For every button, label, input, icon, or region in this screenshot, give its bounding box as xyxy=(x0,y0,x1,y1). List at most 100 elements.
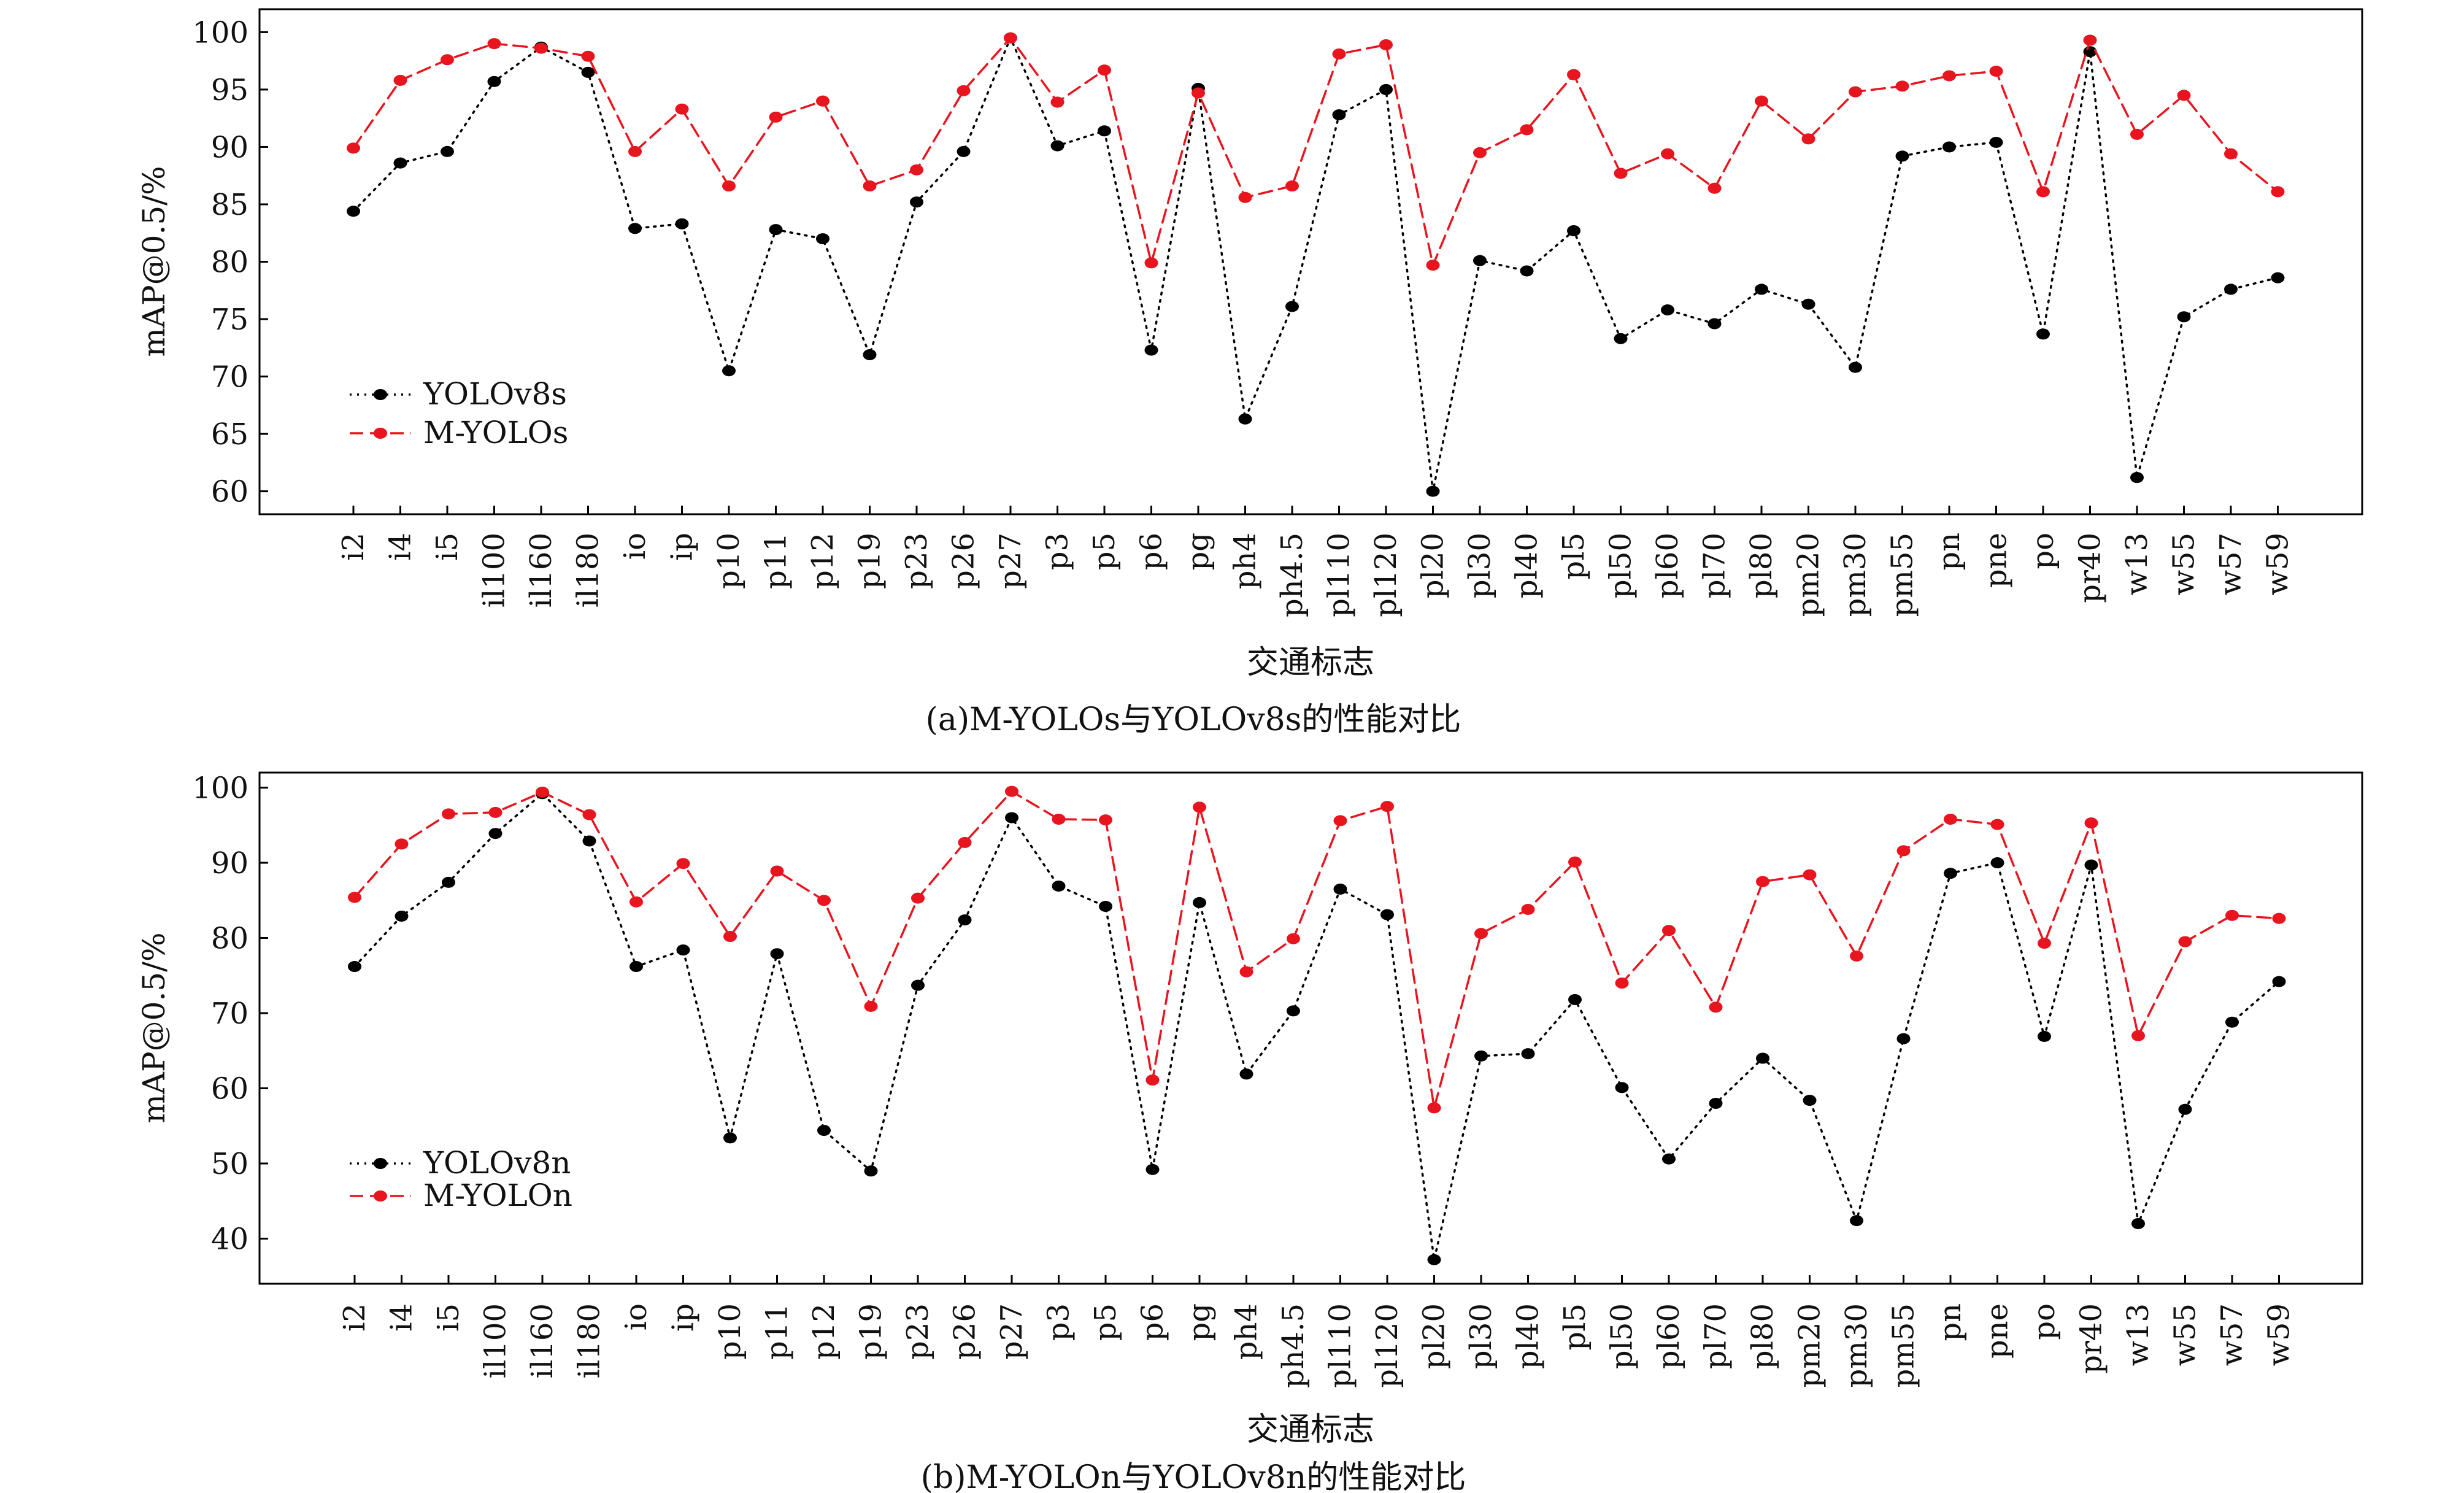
data-point xyxy=(816,233,830,245)
x-tick-label: w57 xyxy=(2215,1303,2249,1366)
data-point xyxy=(581,50,595,62)
data-point xyxy=(1144,344,1158,356)
data-point xyxy=(1332,48,1346,60)
data-point xyxy=(582,809,596,820)
data-point xyxy=(1521,1048,1535,1060)
legend-label: M-YOLOs xyxy=(423,415,568,450)
data-point xyxy=(1333,883,1347,895)
data-point xyxy=(957,145,971,157)
data-point xyxy=(1850,950,1863,962)
data-point xyxy=(863,349,877,361)
data-point xyxy=(1099,814,1112,826)
data-point xyxy=(958,914,972,926)
data-point xyxy=(1661,304,1674,316)
y-tick-label: 70 xyxy=(211,997,248,1031)
data-point xyxy=(1756,1052,1769,1064)
y-axis-label: mAP@0.5/% xyxy=(136,166,172,357)
x-tick-label: w59 xyxy=(2262,1303,2297,1366)
data-point xyxy=(1989,66,2003,77)
data-point xyxy=(817,895,831,906)
data-point xyxy=(1098,125,1111,137)
data-point xyxy=(864,1165,878,1177)
data-point xyxy=(1379,39,1393,50)
data-point xyxy=(1849,86,1862,98)
data-point xyxy=(1990,819,2004,830)
data-point xyxy=(1614,168,1628,179)
x-tick-label: ip xyxy=(665,533,699,561)
legend-swatch-marker xyxy=(374,389,387,400)
data-point xyxy=(770,948,784,960)
series-line-1 xyxy=(352,36,2279,269)
data-point xyxy=(1944,868,1957,879)
x-tick-label: il160 xyxy=(524,533,558,608)
data-point xyxy=(1050,96,1065,108)
chart-caption: (b)M-YOLOn与YOLOv8n的性能对比 xyxy=(921,1459,1466,1493)
data-point xyxy=(911,979,925,991)
x-axis: i2 i4 i5 il100 il160 il180 io ip p10 p11 p12 p19 p23… xyxy=(336,506,2295,617)
data-point xyxy=(1332,109,1346,121)
x-tick-label: i2 xyxy=(336,533,371,561)
data-point xyxy=(1615,978,1629,989)
series-line-0 xyxy=(352,35,2279,492)
data-point xyxy=(1942,141,1956,153)
data-point xyxy=(1052,880,1066,892)
x-tick-label: pl70 xyxy=(1699,1303,1733,1369)
data-point xyxy=(582,835,596,847)
data-point xyxy=(395,838,409,850)
data-point xyxy=(1285,301,1299,312)
x-tick-label: w13 xyxy=(2120,533,2154,595)
data-point xyxy=(1427,1254,1441,1265)
x-tick-label: il160 xyxy=(525,1303,560,1378)
data-point xyxy=(581,66,595,78)
x-axis: i2 i4 i5 il100 il160 il180 io ip p10 p11 p12 p19 p23… xyxy=(337,1275,2297,1388)
data-point xyxy=(1098,64,1111,76)
x-tick-label: ip xyxy=(666,1303,701,1332)
data-point xyxy=(723,931,737,943)
chart-caption: (a)M-YOLOs与YOLOv8s的性能对比 xyxy=(926,701,1461,738)
plot-frame xyxy=(258,8,2363,515)
y-tick-label: 40 xyxy=(211,1222,248,1257)
data-point xyxy=(2177,311,2191,323)
data-point xyxy=(488,828,502,839)
data-point xyxy=(2178,936,2192,947)
x-tick-label: ph4.5 xyxy=(1276,1303,1311,1388)
x-tick-label: il100 xyxy=(477,533,512,608)
data-point xyxy=(1520,124,1534,136)
y-tick-label: 60 xyxy=(211,475,248,509)
data-point xyxy=(675,218,689,230)
data-point xyxy=(2083,34,2097,46)
x-tick-label: pl30 xyxy=(1464,1303,1498,1369)
data-point xyxy=(816,95,830,107)
data-point xyxy=(2272,912,2286,924)
x-tick-label: p3 xyxy=(1041,533,1075,570)
data-point xyxy=(1285,180,1299,192)
data-point xyxy=(1193,897,1206,908)
x-tick-label: pl5 xyxy=(1557,533,1591,580)
data-point xyxy=(722,180,736,192)
x-tick-label: pl80 xyxy=(1744,533,1779,598)
y-tick-label: 100 xyxy=(192,771,248,806)
data-point xyxy=(863,180,877,192)
data-point xyxy=(910,164,923,176)
data-point xyxy=(1614,333,1628,344)
x-tick-label: w55 xyxy=(2167,533,2201,595)
x-tick-label: pl120 xyxy=(1369,533,1403,617)
data-point xyxy=(1707,182,1722,194)
y-axis: 40 50 60 70 80 90 100 xyxy=(192,771,268,1257)
data-point xyxy=(1145,1074,1160,1086)
x-tick-label: p12 xyxy=(807,1303,841,1360)
data-point xyxy=(957,85,971,96)
panel-b-chart: 40 50 60 70 80 90 100 i2 i4 i5 il100 il160 il180 io i… xyxy=(136,771,2363,1493)
y-tick-label: 65 xyxy=(211,417,248,452)
x-tick-label: pl20 xyxy=(1416,533,1450,598)
plot-frame xyxy=(258,771,2363,1285)
data-point xyxy=(2272,976,2286,987)
data-point xyxy=(536,786,549,798)
x-tick-label: pl60 xyxy=(1650,533,1685,598)
y-tick-label: 95 xyxy=(211,73,248,107)
x-tick-label: pl5 xyxy=(1558,1303,1592,1351)
data-point xyxy=(393,74,407,86)
data-point xyxy=(1521,903,1535,915)
